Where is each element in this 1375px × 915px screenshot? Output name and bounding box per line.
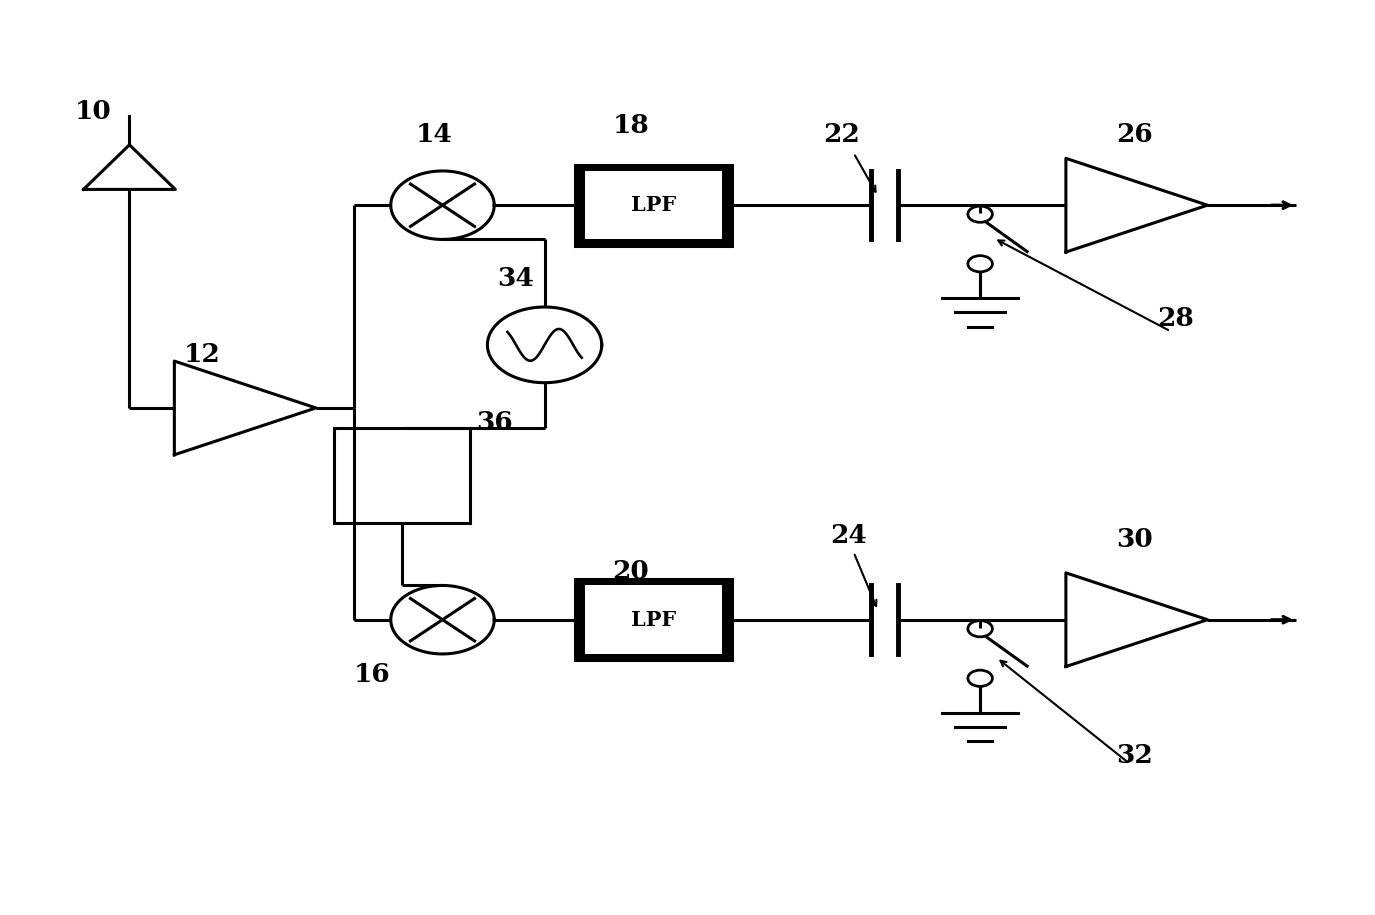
Text: 30: 30 [1116,527,1154,552]
Bar [575,165,732,246]
Text: 36: 36 [477,410,513,435]
Bar [584,586,722,654]
Text: 32: 32 [1116,743,1154,769]
Text: 22: 22 [824,122,861,146]
Text: 34: 34 [496,265,534,291]
Bar [334,428,470,522]
Text: 14: 14 [415,122,452,146]
Text: 28: 28 [1158,307,1194,331]
Text: 24: 24 [830,522,868,547]
Text: 26: 26 [1116,122,1152,146]
Text: 12: 12 [184,342,220,368]
Bar [575,579,732,661]
Text: LPF: LPF [631,195,676,215]
Text: 20: 20 [613,559,649,584]
Text: 18: 18 [613,113,649,137]
Text: LPF: LPF [631,609,676,630]
Text: 16: 16 [353,662,390,687]
Bar [584,171,722,240]
Text: 10: 10 [76,99,111,124]
